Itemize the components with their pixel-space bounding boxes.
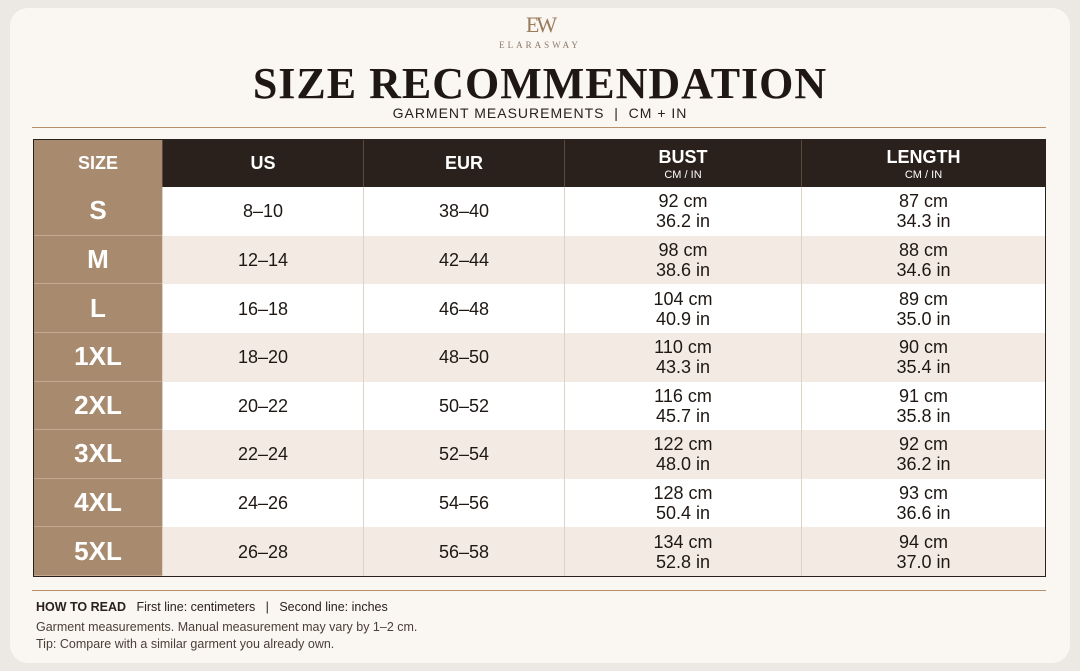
us-cell: 24–26 bbox=[162, 478, 363, 528]
bust-cell: 98 cm 38.6 in bbox=[564, 235, 801, 285]
eur-cell: 56–58 bbox=[363, 527, 564, 576]
column-label: SIZE bbox=[77, 153, 118, 173]
length-cell: 88 cm 34.6 in bbox=[801, 235, 1045, 285]
size-cell: L bbox=[34, 284, 162, 333]
length-cell: 92 cm 36.2 in bbox=[801, 430, 1045, 479]
size-cell: 3XL bbox=[34, 430, 162, 479]
column-header: SIZE bbox=[34, 140, 162, 187]
size-cell: 2XL bbox=[34, 381, 162, 431]
bust-in: 48.0 in bbox=[655, 454, 711, 475]
eur-cell: 48–50 bbox=[363, 332, 564, 382]
us-cell: 18–20 bbox=[162, 332, 363, 382]
length-cm: 93 cm bbox=[898, 483, 949, 504]
eur-cell: 38–40 bbox=[363, 187, 564, 236]
bust-in: 40.9 in bbox=[655, 308, 711, 329]
bust-cm: 116 cm bbox=[654, 385, 712, 406]
length-cell: 89 cm 35.0 in bbox=[801, 284, 1045, 333]
bust-cell: 116 cm 45.7 in bbox=[564, 381, 801, 431]
how-to-read-label: HOW TO READ bbox=[36, 600, 127, 614]
note: Garment measurements. Manual measurement… bbox=[36, 620, 418, 634]
length-in: 34.3 in bbox=[896, 211, 951, 232]
bust-in: 52.8 in bbox=[655, 551, 711, 572]
bust-cm: 122 cm bbox=[653, 434, 713, 455]
monogram: EW bbox=[525, 12, 557, 37]
how-to-read: HOW TO READ First line: centimeters | Se… bbox=[36, 600, 388, 614]
eur-cell: 52–54 bbox=[363, 430, 564, 479]
column-header: LENGTH CM / IN bbox=[801, 140, 1045, 187]
length-in: 35.8 in bbox=[896, 405, 951, 426]
us-cell: 12–14 bbox=[162, 235, 363, 285]
column-unit: CM / IN bbox=[904, 168, 943, 181]
length-in: 36.6 in bbox=[896, 503, 951, 524]
bust-cm: 98 cm bbox=[658, 239, 708, 260]
column-label: EUR bbox=[444, 153, 483, 173]
column-header: EUR bbox=[363, 140, 564, 187]
bust-cm: 92 cm bbox=[658, 191, 708, 212]
length-cm: 88 cm bbox=[898, 239, 949, 260]
length-cell: 93 cm 36.6 in bbox=[801, 478, 1045, 528]
size-cell: 1XL bbox=[34, 332, 162, 382]
length-cell: 90 cm 35.4 in bbox=[801, 332, 1045, 382]
eur-cell: 42–44 bbox=[363, 235, 564, 285]
us-cell: 20–22 bbox=[162, 381, 363, 431]
eur-cell: 46–48 bbox=[363, 284, 564, 333]
size-cell: 5XL bbox=[34, 527, 162, 576]
bust-cm: 128 cm bbox=[653, 483, 713, 504]
eur-cell: 54–56 bbox=[363, 478, 564, 528]
column-label: BUST bbox=[658, 146, 708, 167]
bust-cm: 134 cm bbox=[653, 531, 713, 552]
size-cell: M bbox=[34, 235, 162, 285]
bust-cell: 104 cm 40.9 in bbox=[564, 284, 801, 333]
column-label: LENGTH bbox=[886, 146, 961, 167]
length-cell: 87 cm 34.3 in bbox=[801, 187, 1045, 236]
bust-cell: 134 cm 52.8 in bbox=[564, 527, 801, 576]
length-cm: 90 cm bbox=[898, 337, 949, 358]
bust-cell: 122 cm 48.0 in bbox=[564, 430, 801, 479]
bust-in: 50.4 in bbox=[655, 503, 711, 524]
subtitle: GARMENT MEASUREMENTS | CM + IN bbox=[392, 105, 688, 121]
bust-in: 45.7 in bbox=[655, 405, 711, 426]
bust-cm: 110 cm bbox=[654, 337, 712, 358]
length-cm: 94 cm bbox=[898, 531, 949, 552]
second-line-note: Second line: inches bbox=[279, 600, 388, 614]
column-header: BUST CM / IN bbox=[564, 140, 801, 187]
eur-cell: 50–52 bbox=[363, 381, 564, 431]
length-cm: 89 cm bbox=[898, 288, 949, 309]
us-cell: 26–28 bbox=[162, 527, 363, 576]
size-cell: 4XL bbox=[34, 478, 162, 528]
divider bbox=[32, 590, 1046, 591]
title: SIZE RECOMMENDATION bbox=[252, 59, 828, 108]
column-unit: CM / IN bbox=[664, 168, 702, 181]
bust-cm: 104 cm bbox=[653, 288, 713, 309]
column-header: US bbox=[162, 140, 363, 187]
bust-cell: 92 cm 36.2 in bbox=[564, 187, 801, 236]
divider bbox=[32, 127, 1046, 128]
length-in: 36.2 in bbox=[896, 454, 951, 475]
length-in: 34.6 in bbox=[896, 259, 951, 280]
size-cell: S bbox=[34, 187, 162, 236]
length-cm: 87 cm bbox=[898, 191, 949, 212]
bust-cell: 110 cm 43.3 in bbox=[564, 332, 801, 382]
bust-cell: 128 cm 50.4 in bbox=[564, 478, 801, 528]
separator: | bbox=[265, 600, 269, 614]
length-in: 37.0 in bbox=[896, 551, 951, 572]
length-cell: 94 cm 37.0 in bbox=[801, 527, 1045, 576]
bust-in: 38.6 in bbox=[655, 259, 711, 280]
us-cell: 16–18 bbox=[162, 284, 363, 333]
size-table: SIZE US EUR BUST CM / IN LENGTH CM / IN S 8–10 38… bbox=[33, 139, 1046, 577]
column-label: US bbox=[250, 153, 276, 173]
length-cm: 92 cm bbox=[898, 434, 949, 455]
us-cell: 8–10 bbox=[162, 187, 363, 236]
length-in: 35.0 in bbox=[896, 308, 951, 329]
bust-in: 43.3 in bbox=[655, 357, 711, 378]
bust-in: 36.2 in bbox=[655, 211, 711, 232]
note: Tip: Compare with a similar garment you … bbox=[36, 637, 335, 651]
length-cm: 91 cm bbox=[898, 385, 949, 406]
length-in: 35.4 in bbox=[896, 357, 951, 378]
first-line-note: First line: centimeters bbox=[136, 600, 256, 614]
brand-name: ELARASWAY bbox=[499, 40, 581, 50]
us-cell: 22–24 bbox=[162, 430, 363, 479]
length-cell: 91 cm 35.8 in bbox=[801, 381, 1045, 431]
